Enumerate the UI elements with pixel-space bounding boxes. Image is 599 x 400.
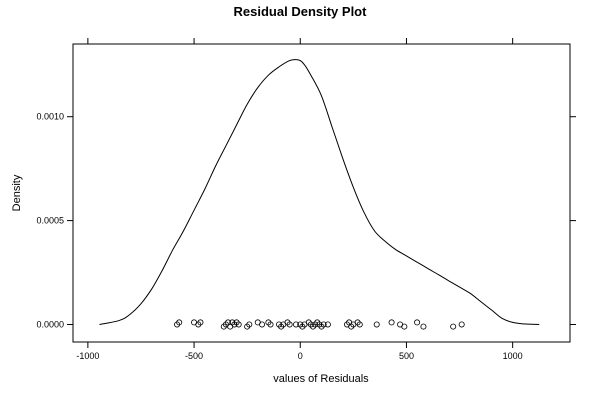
rug-point xyxy=(235,321,242,328)
rug-point xyxy=(229,319,236,326)
rug-point xyxy=(307,321,314,328)
rug-point xyxy=(220,323,227,330)
rug-point xyxy=(450,323,457,330)
rug-point xyxy=(420,323,427,330)
x-tick-label: 1000 xyxy=(503,351,523,361)
density-curve xyxy=(99,59,540,325)
x-tick-label: 0 xyxy=(298,351,303,361)
rug-point xyxy=(373,321,380,328)
rug-point xyxy=(297,321,304,328)
rug-point xyxy=(276,321,283,328)
rug-point xyxy=(246,321,253,328)
x-tick-label: 500 xyxy=(399,351,414,361)
x-tick-label: -1000 xyxy=(76,351,99,361)
rug-point xyxy=(316,321,323,328)
rug-point xyxy=(284,319,291,326)
rug-point xyxy=(318,323,325,330)
rug-point xyxy=(244,323,251,330)
rug-point xyxy=(348,323,355,330)
rug-point xyxy=(299,323,306,330)
rug-point xyxy=(197,319,204,326)
rug-point xyxy=(401,323,408,330)
rug-point xyxy=(312,321,319,328)
y-tick-label: 0.0000 xyxy=(36,319,64,329)
rug-point xyxy=(305,319,312,326)
rug-point xyxy=(324,321,331,328)
rug-point xyxy=(278,323,285,330)
rug-point xyxy=(265,319,272,326)
rug-point xyxy=(231,321,238,328)
y-tick-label: 0.0010 xyxy=(36,112,64,122)
chart-title: Residual Density Plot xyxy=(234,4,368,19)
rug-point xyxy=(259,321,266,328)
rug-point xyxy=(293,321,300,328)
x-axis-label: values of Residuals xyxy=(273,373,369,385)
rug-points xyxy=(174,319,465,330)
rug-point xyxy=(320,321,327,328)
x-tick-label: -500 xyxy=(185,351,203,361)
rug-point xyxy=(356,321,363,328)
rug-point xyxy=(314,319,321,326)
rug-point xyxy=(414,319,421,326)
y-tick-label: 0.0005 xyxy=(36,216,64,226)
rug-point xyxy=(174,321,181,328)
plot-frame xyxy=(72,43,571,343)
rug-point xyxy=(267,321,274,328)
rug-point xyxy=(354,319,361,326)
rug-point xyxy=(388,319,395,326)
rug-point xyxy=(176,319,183,326)
y-axis-label: Density xyxy=(11,174,23,211)
rug-point xyxy=(458,321,465,328)
rug-point xyxy=(286,321,293,328)
rug-point xyxy=(233,319,240,326)
rug-point xyxy=(310,323,317,330)
rug-point xyxy=(195,321,202,328)
axis-ticks: -1000 -500 0 500 1000 0.0000 0.0005 0.0010 xyxy=(36,38,576,361)
